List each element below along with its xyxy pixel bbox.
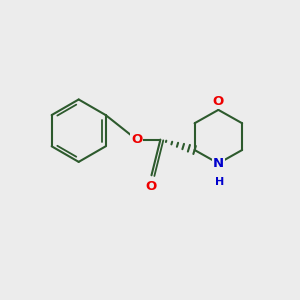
Text: O: O <box>213 95 224 108</box>
Text: O: O <box>131 133 142 146</box>
Text: N: N <box>213 157 224 170</box>
Text: O: O <box>146 180 157 193</box>
Text: H: H <box>215 177 224 187</box>
